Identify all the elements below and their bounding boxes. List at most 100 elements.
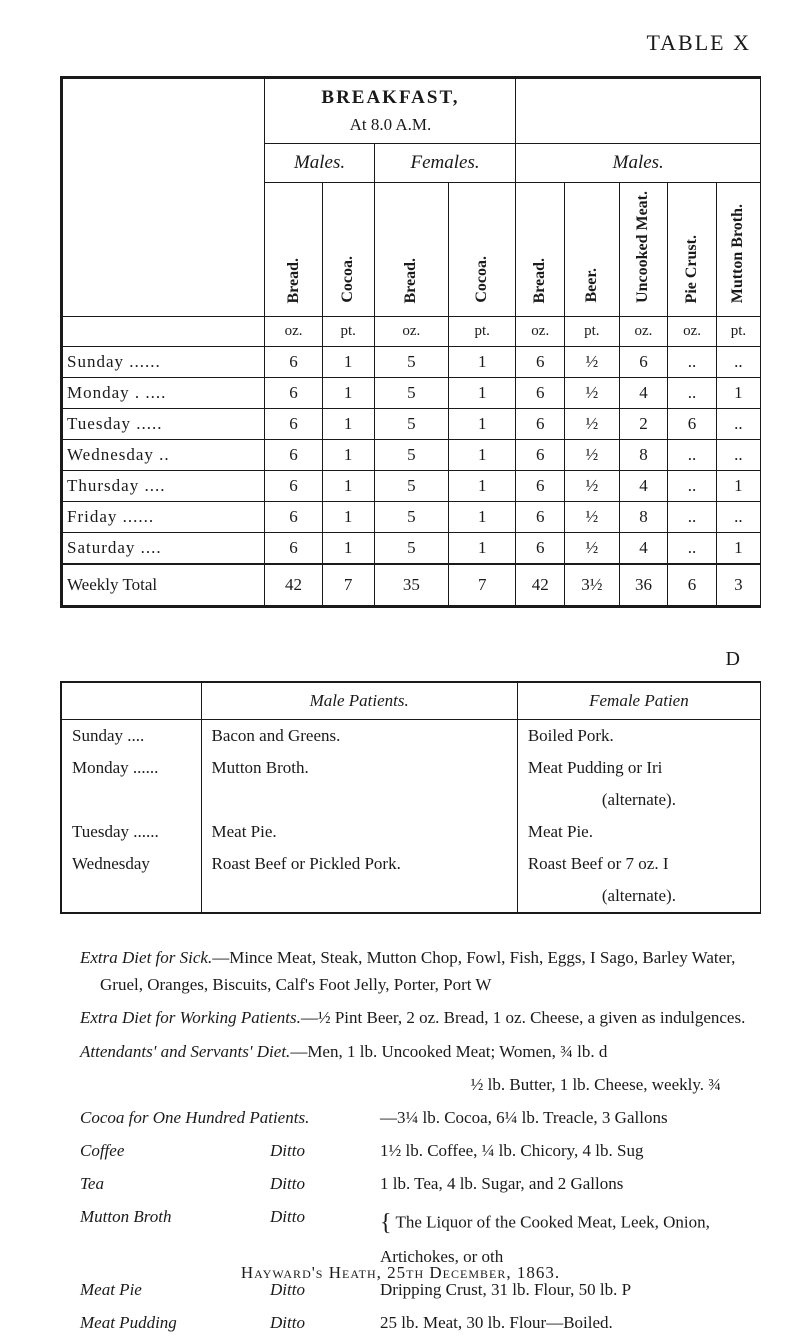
table-row: Monday . .... 6 1 5 1 6 ½ 4 .. 1 bbox=[62, 377, 761, 408]
table-row: Friday ...... 6 1 5 1 6 ½ 8 .. .. bbox=[62, 501, 761, 532]
attendants-note-2: ½ lb. Butter, 1 lb. Cheese, weekly. ¾ bbox=[80, 1071, 761, 1098]
attendants-note: Attendants' and Servants' Diet.—Men, 1 l… bbox=[80, 1038, 761, 1065]
data-cell: .. bbox=[668, 439, 717, 470]
table-row: Wednesday .. 6 1 5 1 6 ½ 8 .. .. bbox=[62, 439, 761, 470]
attendants-text: —Men, 1 lb. Uncooked Meat; Women, ¾ lb. … bbox=[290, 1042, 607, 1061]
note-item-ditto: Ditto bbox=[270, 1170, 370, 1199]
table-row: Saturday .... 6 1 5 1 6 ½ 4 .. 1 bbox=[62, 532, 761, 564]
data-cell: 4 bbox=[619, 470, 668, 501]
data-cell: 1 bbox=[448, 532, 515, 564]
data-cell: .. bbox=[668, 501, 717, 532]
col-uncooked-meat: Uncooked Meat. bbox=[619, 183, 668, 317]
male-cell: Meat Pie. bbox=[201, 816, 517, 848]
note-item-desc: 1 lb. Tea, 4 lb. Sugar, and 2 Gallons bbox=[380, 1170, 761, 1199]
pday-label: Monday ...... bbox=[61, 752, 201, 784]
unit-cell: oz. bbox=[516, 316, 565, 346]
data-cell: .. bbox=[668, 377, 717, 408]
table-row: Tuesday ..... 6 1 5 1 6 ½ 2 6 .. bbox=[62, 408, 761, 439]
data-cell: 1 bbox=[322, 408, 374, 439]
footer: Hayward's Heath, 25th December, 1863. bbox=[0, 1263, 801, 1283]
note-item-name: Meat Pudding bbox=[80, 1309, 260, 1338]
data-cell: 1 bbox=[716, 532, 760, 564]
breakfast-table: BREAKFAST, At 8.0 A.M. Males. Females. M… bbox=[60, 76, 761, 608]
col-bread-2: Bread. bbox=[374, 183, 448, 317]
table-row: Sunday ...... 6 1 5 1 6 ½ 6 .. .. bbox=[62, 346, 761, 377]
data-cell: 6 bbox=[265, 501, 322, 532]
patients-header-female: Female Patien bbox=[517, 682, 760, 720]
day-label: Monday . .... bbox=[62, 377, 265, 408]
data-cell: 5 bbox=[374, 501, 448, 532]
data-cell: ½ bbox=[565, 408, 620, 439]
breakfast-title: BREAKFAST, bbox=[265, 78, 516, 112]
col-cocoa-2: Cocoa. bbox=[448, 183, 515, 317]
unit-empty bbox=[62, 316, 265, 346]
total-cell: 42 bbox=[516, 564, 565, 607]
total-row: Weekly Total 42 7 35 7 42 3½ 36 6 3 bbox=[62, 564, 761, 607]
data-cell: ½ bbox=[565, 532, 620, 564]
data-cell: 6 bbox=[265, 408, 322, 439]
data-cell: 1 bbox=[322, 532, 374, 564]
data-cell: ½ bbox=[565, 470, 620, 501]
data-cell: .. bbox=[716, 408, 760, 439]
footer-text: Hayward's Heath, 25th December, 1863. bbox=[241, 1263, 560, 1282]
data-cell: 6 bbox=[265, 346, 322, 377]
data-cell: 6 bbox=[516, 470, 565, 501]
day-label: Wednesday .. bbox=[62, 439, 265, 470]
female-cell: Boiled Pork. bbox=[517, 719, 760, 752]
day-label: Saturday .... bbox=[62, 532, 265, 564]
gender-males-1: Males. bbox=[265, 144, 374, 183]
data-cell: 2 bbox=[619, 408, 668, 439]
col-mutton-broth: Mutton Broth. bbox=[716, 183, 760, 317]
total-cell: 35 bbox=[374, 564, 448, 607]
pday-label: Wednesday bbox=[61, 848, 201, 880]
data-cell: 6 bbox=[516, 408, 565, 439]
female-cell: (alternate). bbox=[517, 880, 760, 913]
note-item-desc: —3¼ lb. Cocoa, 6¼ lb. Treacle, 3 Gallons bbox=[380, 1104, 761, 1133]
data-cell: 4 bbox=[619, 532, 668, 564]
attendants-label: Attendants' and Servants' Diet. bbox=[80, 1042, 290, 1061]
data-cell: 6 bbox=[516, 346, 565, 377]
col-bread-1: Bread. bbox=[265, 183, 322, 317]
data-cell: 6 bbox=[265, 470, 322, 501]
data-cell: ½ bbox=[565, 439, 620, 470]
data-cell: 5 bbox=[374, 408, 448, 439]
data-cell: 5 bbox=[374, 439, 448, 470]
note-item-name: Coffee bbox=[80, 1137, 260, 1166]
empty-corner bbox=[62, 78, 265, 317]
data-cell: 1 bbox=[322, 346, 374, 377]
col-cocoa-1: Cocoa. bbox=[322, 183, 374, 317]
table-row: (alternate). bbox=[61, 784, 761, 816]
data-cell: 1 bbox=[322, 470, 374, 501]
data-cell: 6 bbox=[619, 346, 668, 377]
table-row: Monday ...... Mutton Broth. Meat Pudding… bbox=[61, 752, 761, 784]
patients-header-male: Male Patients. bbox=[201, 682, 517, 720]
male-cell: Roast Beef or Pickled Pork. bbox=[201, 848, 517, 880]
data-cell: 8 bbox=[619, 439, 668, 470]
pday-label: Tuesday ...... bbox=[61, 816, 201, 848]
female-cell: Roast Beef or 7 oz. I bbox=[517, 848, 760, 880]
data-cell: .. bbox=[668, 346, 717, 377]
data-cell: 6 bbox=[265, 532, 322, 564]
data-cell: .. bbox=[716, 439, 760, 470]
data-cell: 1 bbox=[322, 501, 374, 532]
data-cell: 5 bbox=[374, 532, 448, 564]
dc-label: D bbox=[60, 648, 761, 671]
data-cell: 1 bbox=[448, 408, 515, 439]
col-pie-crust: Pie Crust. bbox=[668, 183, 717, 317]
table-row: Thursday .... 6 1 5 1 6 ½ 4 .. 1 bbox=[62, 470, 761, 501]
data-cell: .. bbox=[716, 501, 760, 532]
total-cell: 3 bbox=[716, 564, 760, 607]
extra-working-text: —½ Pint Beer, 2 oz. Bread, 1 oz. Cheese,… bbox=[301, 1008, 746, 1027]
notes-grid: Cocoa for One Hundred Patients. —3¼ lb. … bbox=[80, 1104, 761, 1338]
col-beer: Beer. bbox=[565, 183, 620, 317]
table-row: Wednesday Roast Beef or Pickled Pork. Ro… bbox=[61, 848, 761, 880]
data-cell: 1 bbox=[448, 501, 515, 532]
data-cell: 5 bbox=[374, 346, 448, 377]
female-cell: Meat Pudding or Iri bbox=[517, 752, 760, 784]
total-label: Weekly Total bbox=[62, 564, 265, 607]
notes-section: Extra Diet for Sick.—Mince Meat, Steak, … bbox=[60, 944, 761, 1098]
note-item-ditto: Ditto bbox=[270, 1309, 370, 1338]
table-row: Sunday .... Bacon and Greens. Boiled Por… bbox=[61, 719, 761, 752]
pday-label bbox=[61, 880, 201, 913]
unit-cell: oz. bbox=[668, 316, 717, 346]
